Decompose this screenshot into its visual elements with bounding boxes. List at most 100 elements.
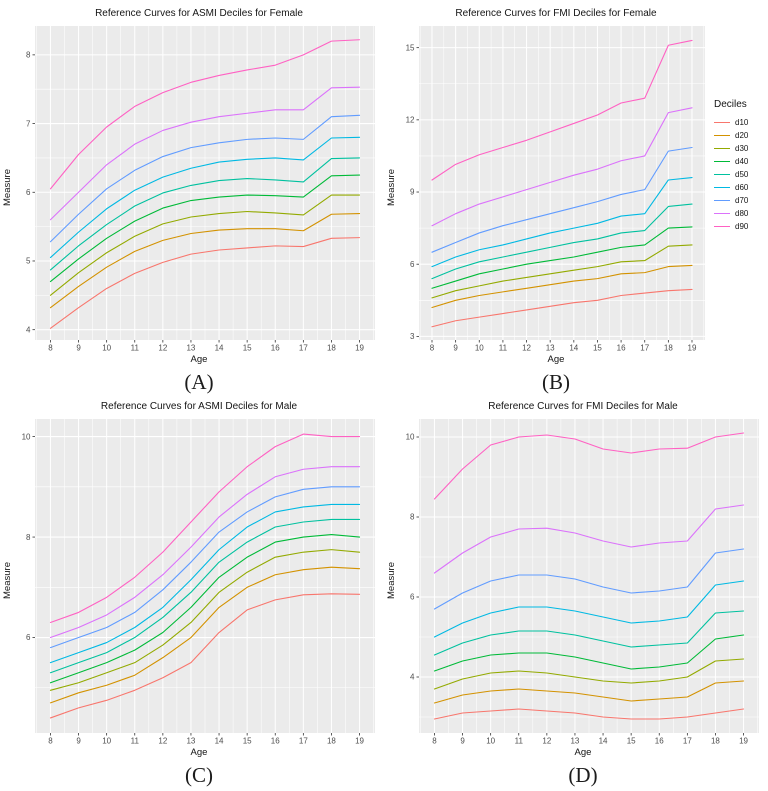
svg-text:5: 5: [26, 257, 31, 266]
legend-line-swatch: [714, 121, 730, 124]
svg-text:15: 15: [627, 737, 636, 746]
svg-text:7: 7: [26, 119, 31, 128]
legend-deciles: Deciles d10 d20 d30 d40 d50 d60 d70 d80 d90: [714, 3, 768, 396]
x-axis-label: Age: [547, 354, 565, 365]
svg-text:8: 8: [48, 737, 53, 746]
legend-line-swatch: [714, 186, 730, 189]
chart-body-asmi-male: Measure 6 8 10 8 9 10 11 12 13 14 15 16 17 18 19: [0, 414, 384, 747]
svg-text:8: 8: [48, 344, 53, 353]
svg-text:18: 18: [327, 737, 336, 746]
svg-text:9: 9: [76, 737, 81, 746]
svg-text:19: 19: [739, 737, 748, 746]
svg-text:6: 6: [26, 633, 31, 642]
legend-item-d80: d80: [714, 207, 768, 220]
y-axis-label: Measure: [1, 169, 13, 206]
svg-text:12: 12: [406, 116, 415, 125]
chart-title-asmi-female: Reference Curves for ASMI Deciles for Fe…: [95, 8, 303, 19]
svg-text:11: 11: [131, 344, 140, 353]
svg-text:10: 10: [22, 432, 31, 441]
svg-text:6: 6: [410, 260, 415, 269]
legend-line-swatch: [714, 160, 730, 163]
legend-item-d10: d10: [714, 116, 768, 129]
svg-text:8: 8: [26, 51, 31, 60]
svg-text:13: 13: [546, 344, 555, 353]
legend-line-swatch: [714, 199, 730, 202]
chart-body-fmi-male: Measure 4 6 8 10 8 9 10 11 12 13 14 15 16 17 18 19: [384, 414, 768, 747]
legend-item-d20: d20: [714, 129, 768, 142]
svg-text:4: 4: [410, 673, 415, 682]
svg-text:19: 19: [688, 344, 697, 353]
svg-text:12: 12: [522, 344, 531, 353]
svg-text:14: 14: [569, 344, 578, 353]
svg-text:9: 9: [410, 188, 415, 197]
legend-label: d20: [735, 131, 749, 140]
svg-text:17: 17: [683, 737, 692, 746]
chart-title-fmi-male: Reference Curves for FMI Deciles for Mal…: [488, 401, 678, 412]
svg-text:17: 17: [299, 344, 308, 353]
svg-text:8: 8: [26, 533, 31, 542]
legend-item-d50: d50: [714, 168, 768, 181]
bottom-row: Reference Curves for ASMI Deciles for Ma…: [0, 396, 768, 789]
chart-asmi-female: Reference Curves for ASMI Deciles for Fe…: [0, 3, 384, 396]
svg-text:8: 8: [432, 737, 437, 746]
svg-text:16: 16: [271, 737, 280, 746]
chart-body-asmi-female: Measure 4 5 6 7 8 8 9 10 11 12 13 14 15 16 17 18 19: [0, 21, 384, 354]
legend-item-d60: d60: [714, 181, 768, 194]
plot-panel-fmi-male: 4 6 8 10 8 9 10 11 12 13 14 15 16 17 18 19: [406, 419, 759, 746]
legend-label: d50: [735, 170, 749, 179]
legend-label: d60: [735, 183, 749, 192]
caption-d: (D): [568, 763, 598, 787]
svg-text:15: 15: [243, 344, 252, 353]
plot-panel-asmi-male: 6 8 10 8 9 10 11 12 13 14 15 16 17 18 19: [22, 419, 375, 746]
svg-text:11: 11: [499, 344, 508, 353]
svg-text:11: 11: [131, 737, 140, 746]
svg-text:16: 16: [617, 344, 626, 353]
svg-text:15: 15: [243, 737, 252, 746]
top-row: Reference Curves for ASMI Deciles for Fe…: [0, 3, 768, 396]
legend-label: d90: [735, 222, 749, 231]
chart-fmi-male: Reference Curves for FMI Deciles for Mal…: [384, 396, 768, 789]
caption-c: (C): [185, 763, 213, 787]
legend-label: d70: [735, 196, 749, 205]
svg-text:6: 6: [26, 188, 31, 197]
legend-label: d10: [735, 118, 749, 127]
x-axis-label: Age: [574, 747, 592, 758]
svg-text:19: 19: [355, 344, 364, 353]
legend-line-swatch: [714, 225, 730, 228]
legend-item-d40: d40: [714, 155, 768, 168]
svg-text:16: 16: [655, 737, 664, 746]
svg-text:10: 10: [102, 737, 111, 746]
x-axis-label: Age: [190, 354, 208, 365]
chart-body-fmi-female: Measure 3 6 9 12 15 8 9 10 11 12 13 14 15 16 17 18 19: [384, 21, 714, 354]
legend-item-d90: d90: [714, 220, 768, 233]
y-axis-label: Measure: [385, 562, 397, 599]
svg-text:10: 10: [486, 737, 495, 746]
legend-item-d30: d30: [714, 142, 768, 155]
caption-a: (A): [184, 370, 214, 394]
legend-line-swatch: [714, 173, 730, 176]
legend-title: Deciles: [714, 99, 747, 110]
svg-text:12: 12: [542, 737, 551, 746]
svg-text:10: 10: [475, 344, 484, 353]
svg-text:6: 6: [410, 593, 415, 602]
svg-text:9: 9: [460, 737, 465, 746]
y-axis-label: Measure: [1, 562, 13, 599]
svg-text:16: 16: [271, 344, 280, 353]
svg-text:19: 19: [355, 737, 364, 746]
legend-line-swatch: [714, 212, 730, 215]
svg-text:18: 18: [327, 344, 336, 353]
svg-text:17: 17: [299, 737, 308, 746]
svg-text:14: 14: [599, 737, 608, 746]
x-axis-label: Age: [190, 747, 208, 758]
svg-text:4: 4: [26, 325, 31, 334]
caption-b: (B): [542, 370, 570, 394]
svg-text:13: 13: [570, 737, 579, 746]
legend-line-swatch: [714, 134, 730, 137]
svg-text:18: 18: [664, 344, 673, 353]
svg-text:17: 17: [640, 344, 649, 353]
svg-text:13: 13: [186, 344, 195, 353]
svg-text:15: 15: [406, 43, 415, 52]
svg-text:11: 11: [515, 737, 524, 746]
svg-text:14: 14: [215, 737, 224, 746]
svg-text:9: 9: [76, 344, 81, 353]
